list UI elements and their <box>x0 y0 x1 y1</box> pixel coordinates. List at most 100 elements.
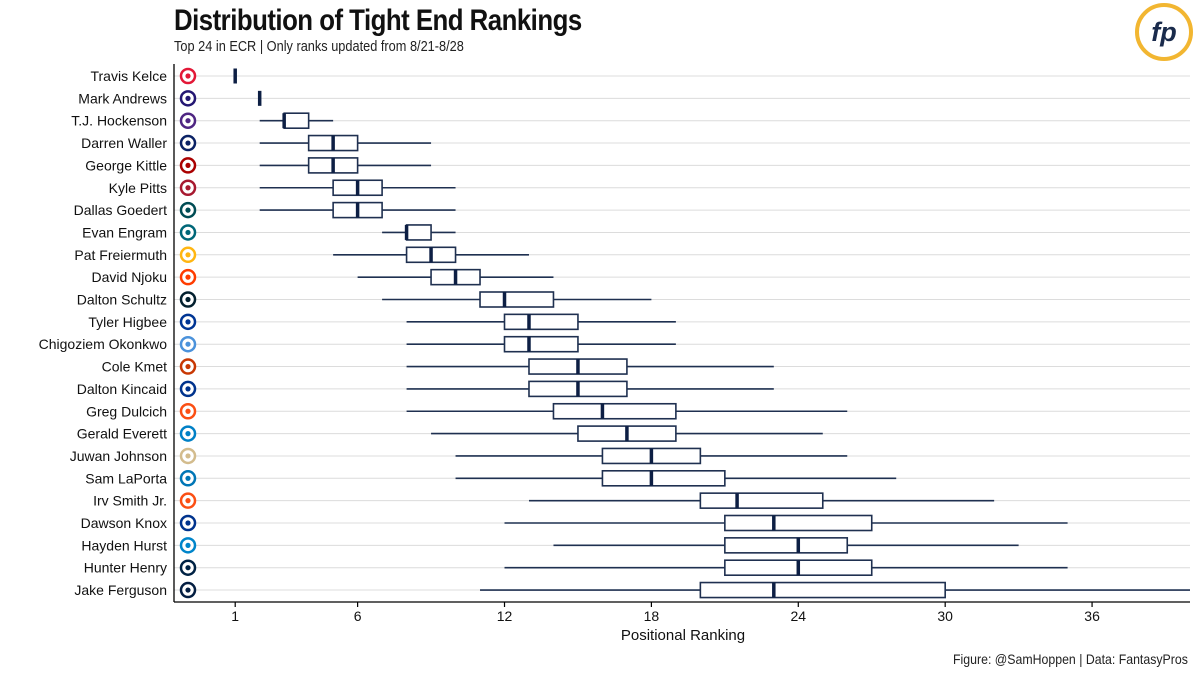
player-label: Dawson Knox <box>81 515 167 531</box>
team-icon-center <box>185 95 191 101</box>
x-tick-label: 30 <box>937 608 953 624</box>
iqr-box <box>601 469 726 487</box>
player-label: Greg Dulcich <box>86 403 167 419</box>
team-icon-center <box>185 296 191 303</box>
x-tick-label: 36 <box>1084 608 1100 624</box>
chart-subtitle: Top 24 in ECR | Only ranks updated from … <box>174 39 464 55</box>
team-icon-center <box>185 453 191 459</box>
team-icon-center <box>185 408 191 414</box>
team-icon-center <box>185 140 191 146</box>
team-icon-center <box>185 73 191 79</box>
iqr-box <box>503 313 579 331</box>
player-label: Hunter Henry <box>84 560 167 576</box>
player-label: Juwan Johnson <box>70 448 167 464</box>
iqr-box <box>699 492 824 509</box>
x-tick-label: 12 <box>497 608 513 624</box>
team-icon-center <box>185 274 191 280</box>
boxplot-series <box>233 68 1190 599</box>
player-label: Dalton Schultz <box>77 292 167 308</box>
team-icons <box>179 67 197 599</box>
player-label: David Njoku <box>92 269 167 285</box>
player-label: George Kittle <box>85 157 167 173</box>
x-tick-label: 6 <box>354 608 362 624</box>
box-row <box>259 134 432 152</box>
player-label: Jake Ferguson <box>74 582 167 598</box>
player-label: T.J. Hockenson <box>71 113 167 129</box>
x-tick-label: 24 <box>791 608 807 624</box>
player-label: Tyler Higbee <box>88 314 167 330</box>
x-axis-label: Positional Ranking <box>621 627 745 644</box>
player-label: Gerald Everett <box>77 426 167 442</box>
box-row <box>382 291 652 308</box>
chart-caption: Figure: @SamHoppen | Data: FantasyPros <box>953 651 1188 667</box>
box-row <box>382 224 456 241</box>
team-icon-center <box>185 252 191 258</box>
box-row <box>504 514 1068 532</box>
box-row <box>406 402 848 420</box>
team-icon-center <box>185 363 191 370</box>
box-row <box>259 157 432 174</box>
box-row <box>333 246 529 264</box>
iqr-box <box>283 112 310 129</box>
team-icon-center <box>185 542 191 548</box>
player-label: Darren Waller <box>81 135 167 151</box>
box-row <box>553 537 1019 554</box>
player-label: Mark Andrews <box>78 90 167 106</box>
player-label: Dalton Kincaid <box>77 381 167 397</box>
iqr-box <box>724 514 873 532</box>
player-label: Pat Freiermuth <box>74 247 167 263</box>
x-tick-label: 1 <box>231 608 239 624</box>
team-icon-center <box>185 162 191 168</box>
gridlines <box>174 75 1190 591</box>
team-icon-center <box>185 207 191 213</box>
player-labels: Travis Kelce Mark Andrews T.J. Hockenson Da… <box>39 68 168 598</box>
box-row <box>431 425 823 442</box>
fantasypros-logo: fp <box>1135 3 1193 61</box>
iqr-box <box>405 224 432 241</box>
team-icon-center <box>185 587 191 593</box>
team-icon-center <box>185 498 191 504</box>
player-label: Dallas Goedert <box>74 202 167 218</box>
player-label: Kyle Pitts <box>109 180 167 196</box>
box-row <box>259 201 456 219</box>
player-label: Travis Kelce <box>90 68 167 84</box>
box-row <box>455 447 848 465</box>
box-row <box>259 112 334 129</box>
box-row <box>259 179 456 197</box>
iqr-box <box>552 402 677 420</box>
box-row <box>528 492 995 509</box>
team-icon-center <box>185 431 191 437</box>
player-label: Evan Engram <box>82 224 167 240</box>
box-row <box>455 469 897 487</box>
team-icon-center <box>185 520 191 526</box>
team-icon-center <box>185 341 191 347</box>
box-row <box>357 268 554 286</box>
team-icon-center <box>185 319 191 325</box>
x-axis: 1 6 12 18 24 30 36 <box>173 64 1190 624</box>
iqr-box <box>503 335 579 353</box>
box-row <box>406 335 676 353</box>
box-row <box>406 358 774 375</box>
player-label: Sam LaPorta <box>85 470 167 486</box>
box-row <box>406 313 676 331</box>
team-icon-center <box>185 185 191 191</box>
box-row <box>504 559 1068 577</box>
chart-title: Distribution of Tight End Rankings <box>174 4 582 37</box>
box-row <box>480 581 1190 599</box>
player-label: Chigoziem Okonkwo <box>39 336 168 352</box>
box-row <box>406 380 774 398</box>
player-label: Hayden Hurst <box>81 537 167 553</box>
iqr-box <box>724 537 849 554</box>
iqr-box <box>699 581 946 599</box>
x-tick-label: 18 <box>644 608 660 624</box>
team-icon-center <box>185 229 191 236</box>
team-icon-center <box>185 475 191 481</box>
team-icon-center <box>185 386 191 392</box>
player-label: Cole Kmet <box>102 359 167 375</box>
player-label: Irv Smith Jr. <box>93 493 167 509</box>
team-icon-center <box>185 118 191 124</box>
iqr-box <box>479 291 555 308</box>
team-icon-center <box>185 565 191 571</box>
logo-text: fp <box>1151 17 1176 47</box>
